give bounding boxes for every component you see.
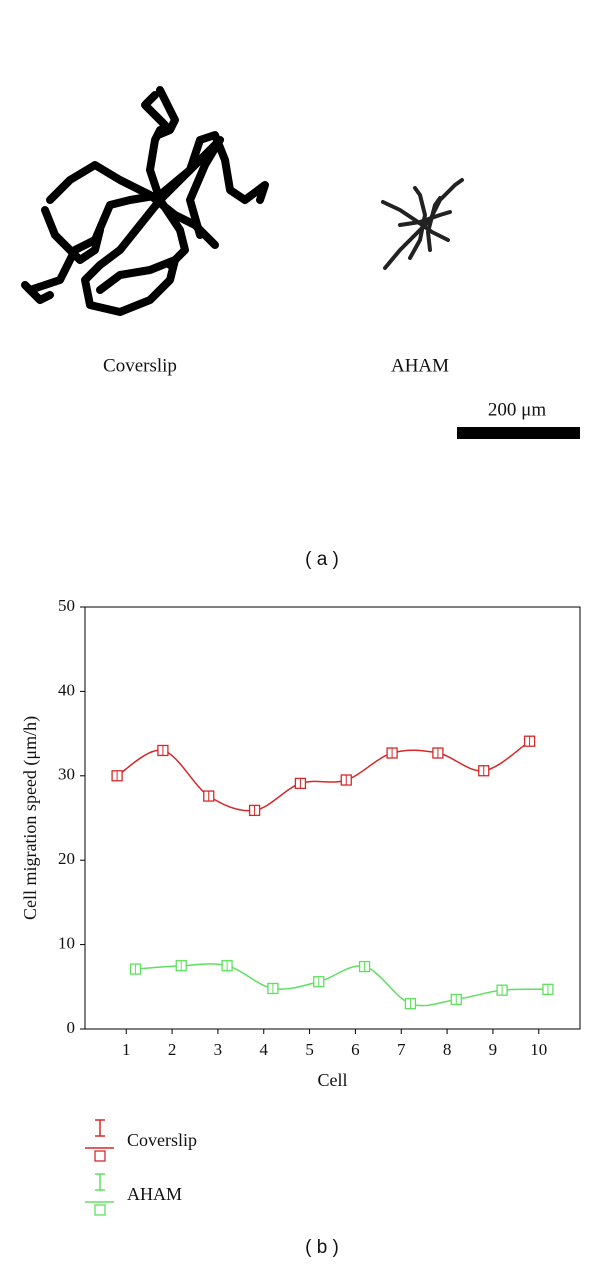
aham-tracks xyxy=(381,178,464,270)
y-tick-label: 0 xyxy=(67,1018,76,1037)
y-axis-label: Cell migration speed (μm/h) xyxy=(20,716,41,920)
x-axis-label: Cell xyxy=(318,1070,348,1090)
caption: ( b ) xyxy=(305,1237,339,1258)
x-tick-label: 9 xyxy=(489,1040,498,1059)
x-tick-label: 6 xyxy=(351,1040,360,1059)
y-tick-label: 40 xyxy=(58,680,75,699)
x-tick-label: 5 xyxy=(305,1040,314,1059)
panel-label: Coverslip xyxy=(103,355,177,376)
x-tick-label: 4 xyxy=(260,1040,269,1059)
x-tick-label: 10 xyxy=(530,1040,547,1059)
legend-marker xyxy=(94,1150,106,1162)
series-line xyxy=(135,963,548,1007)
y-tick-label: 20 xyxy=(58,849,75,868)
y-tick-label: 10 xyxy=(58,934,75,953)
legend-label: AHAM xyxy=(127,1184,182,1204)
x-tick-label: 8 xyxy=(443,1040,452,1059)
x-tick-label: 3 xyxy=(214,1040,223,1059)
legend-marker xyxy=(94,1204,106,1216)
coverslip-tracks xyxy=(21,86,269,316)
x-tick-label: 2 xyxy=(168,1040,177,1059)
y-tick-label: 50 xyxy=(58,596,75,615)
plot-frame xyxy=(84,606,581,1030)
x-tick-label: 1 xyxy=(122,1040,131,1059)
caption: ( a ) xyxy=(305,549,339,570)
legend-label: Coverslip xyxy=(127,1130,197,1150)
y-tick-label: 30 xyxy=(58,765,75,784)
series-line xyxy=(116,740,531,812)
x-tick-label: 7 xyxy=(397,1040,406,1059)
scale-bar xyxy=(457,427,580,439)
scale-label: 200 μm xyxy=(488,399,546,420)
panel-label: AHAM xyxy=(391,355,449,376)
